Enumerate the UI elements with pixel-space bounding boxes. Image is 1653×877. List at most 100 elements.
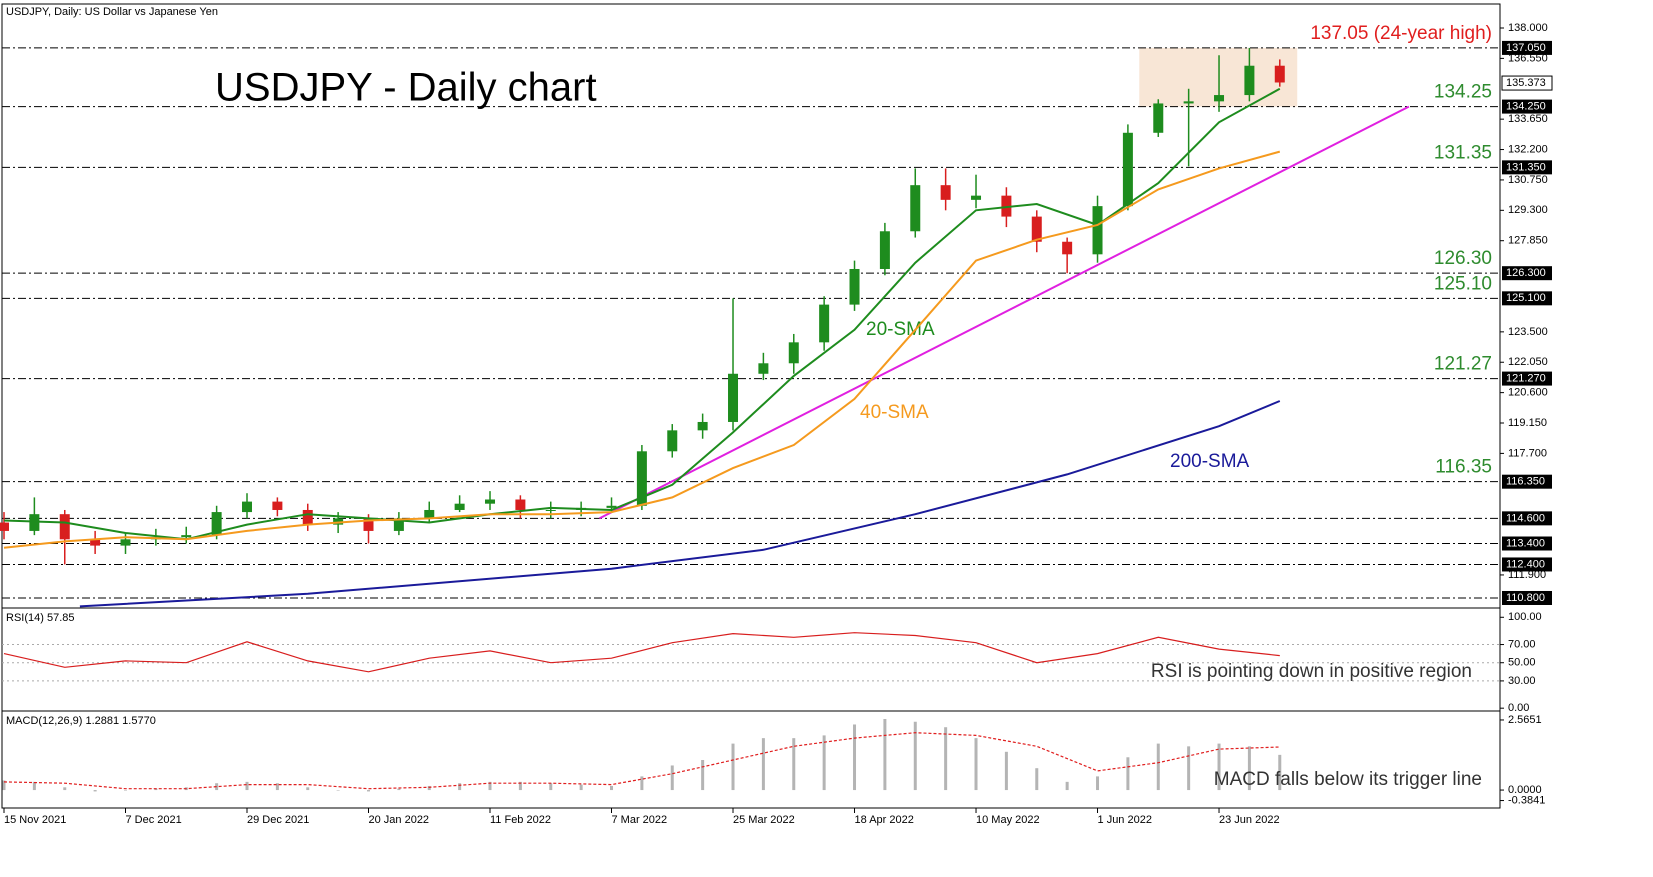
x-axis: 15 Nov 2021 7 Dec 2021 29 Dec 2021 20 Jan 2… <box>3 808 1280 826</box>
macd-bar <box>731 743 735 791</box>
y-tick-label: 30.00 <box>1508 675 1536 687</box>
level-axis-box <box>1502 511 1552 526</box>
x-tick-label: 10 May 2022 <box>976 814 1040 826</box>
macd-bar <box>397 788 401 791</box>
macd-bar <box>488 781 492 791</box>
candle-body <box>333 518 344 525</box>
candle-body <box>29 514 40 531</box>
candle-body <box>1092 206 1103 255</box>
candle-body <box>211 512 222 536</box>
candle-body <box>393 518 404 531</box>
sma-line <box>3 87 1281 541</box>
x-tick-label: 20 Jan 2022 <box>369 814 430 826</box>
x-tick-label: 29 Dec 2021 <box>247 814 309 826</box>
macd-bar <box>640 776 644 791</box>
level-axis-label: 110.800 <box>1506 592 1545 604</box>
macd-bar <box>275 783 279 791</box>
level-axis-box <box>1502 99 1552 114</box>
sma-label: 200-SMA <box>1170 451 1250 472</box>
candle-body <box>758 363 769 374</box>
candle-body <box>1183 101 1194 104</box>
macd-bar <box>518 781 522 791</box>
candle-body <box>120 539 131 546</box>
macd-bar <box>1096 776 1100 791</box>
y-tick-label: 122.050 <box>1508 356 1548 368</box>
candle-body <box>272 501 283 510</box>
macd-bar <box>458 783 462 791</box>
sma-label: 40-SMA <box>860 402 929 423</box>
candle-body <box>1214 95 1225 102</box>
macd-bar <box>853 724 857 791</box>
y-tick-label: 132.200 <box>1508 143 1548 155</box>
candle-body <box>1244 65 1255 96</box>
macd-title: MACD(12,26,9) 1.2881 1.5770 <box>6 715 156 727</box>
y-tick-label: 100.00 <box>1508 611 1542 623</box>
y-tick-label: 117.700 <box>1508 447 1547 459</box>
candle-body <box>819 304 830 343</box>
candle-body <box>454 503 465 510</box>
candle-body <box>1062 241 1073 255</box>
x-tick-label: 7 Dec 2021 <box>126 814 182 826</box>
last-price-box <box>1501 75 1553 91</box>
level-axis-box <box>1502 590 1552 605</box>
macd-bar <box>154 788 158 791</box>
candle-body <box>181 535 192 538</box>
rsi-panel: 100.00 70.00 50.00 30.00 0.00 <box>2 611 1542 714</box>
y-tick-label: 120.600 <box>1508 387 1548 399</box>
sma-line <box>79 400 1281 608</box>
level-axis-box <box>1502 536 1552 551</box>
macd-bar <box>1004 751 1008 791</box>
macd-panel: 2.5651 0.0000-0.3841 <box>2 714 1545 806</box>
level-axis-box <box>1502 266 1552 281</box>
macd-bar <box>427 785 431 791</box>
level-axis-label: 126.300 <box>1506 267 1546 279</box>
last-price-label: 135.373 <box>1506 77 1546 89</box>
y-tick-label: 129.300 <box>1508 204 1548 216</box>
y-tick-label: 111.900 <box>1508 569 1546 581</box>
candle-body <box>910 185 921 232</box>
candle-body <box>545 509 556 511</box>
y-tick-label: 0.0000 <box>1508 784 1542 796</box>
macd-bar <box>306 787 310 791</box>
level-axis-box <box>1502 371 1552 386</box>
macd-bar <box>579 784 583 791</box>
trendline <box>598 105 1410 520</box>
y-tick-label: 0.00 <box>1508 702 1529 714</box>
macd-bar <box>1126 757 1130 791</box>
candle-body <box>90 539 101 546</box>
macd-bar <box>1278 754 1282 791</box>
level-label: 116.35 <box>1435 457 1492 478</box>
level-axis-label: 112.400 <box>1506 558 1545 570</box>
level-axis-label: 114.600 <box>1506 512 1545 524</box>
y-tick-label: 50.00 <box>1508 657 1536 669</box>
candle-body <box>788 342 799 364</box>
candle-body <box>636 451 647 506</box>
macd-bar <box>1035 768 1039 791</box>
macd-bar <box>2 780 6 791</box>
candle-body <box>515 499 526 510</box>
macd-note: MACD falls below its trigger line <box>1214 769 1482 790</box>
candle-body <box>1122 132 1133 207</box>
heading: USDJPY - Daily chart <box>215 66 597 110</box>
candle-body <box>302 509 313 525</box>
y-tick-label: 2.5651 <box>1508 714 1542 726</box>
level-axis-label: 121.270 <box>1506 372 1546 384</box>
level-label: 134.25 <box>1434 82 1492 103</box>
candle-body <box>424 509 435 519</box>
level-label: 137.05 (24-year high) <box>1310 23 1492 44</box>
macd-bar <box>944 727 948 791</box>
rsi-note: RSI is pointing down in positive region <box>1151 661 1472 682</box>
macd-bar <box>124 790 128 791</box>
level-axis-box <box>1502 291 1552 306</box>
macd-bar <box>761 738 765 791</box>
macd-bar <box>792 738 796 791</box>
level-axis-label: 116.350 <box>1506 476 1545 488</box>
signal-line <box>3 732 1280 790</box>
candle-body <box>1001 195 1012 217</box>
candle-body <box>697 421 708 431</box>
chart-title: USDJPY, Daily: US Dollar vs Japanese Yen <box>6 6 218 18</box>
candle-body <box>971 195 982 200</box>
candle-body <box>0 522 9 531</box>
level-axis-label: 113.400 <box>1506 537 1545 549</box>
